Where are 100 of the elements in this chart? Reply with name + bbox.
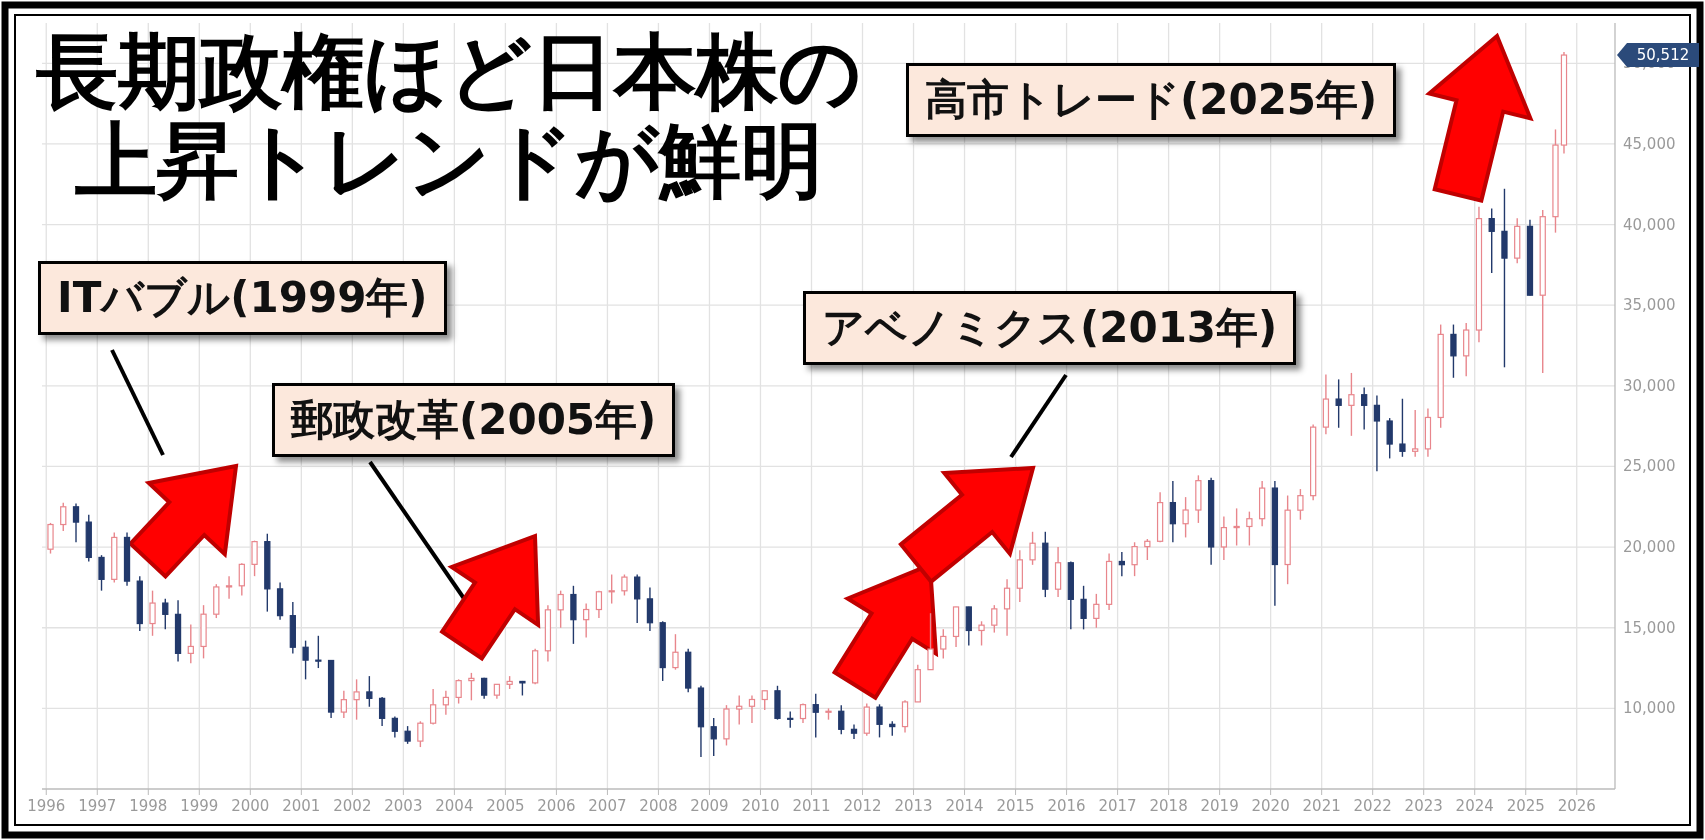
x-tick-label: 2001: [282, 797, 321, 815]
candlestick: [72, 502, 80, 543]
candlestick: [1169, 480, 1177, 543]
x-tick-label: 2008: [639, 797, 678, 815]
candlestick: [761, 689, 768, 711]
candlestick: [1246, 510, 1253, 547]
x-tick-label: 2024: [1455, 797, 1494, 815]
x-tick-label: 2003: [384, 797, 423, 815]
x-tick-label: 2011: [792, 797, 831, 815]
candlestick: [1029, 531, 1036, 566]
candlestick: [429, 688, 437, 726]
candlestick: [991, 604, 998, 634]
candlestick: [391, 715, 399, 739]
candlestick: [1003, 578, 1011, 637]
candlestick: [595, 589, 603, 619]
candlestick: [98, 554, 105, 592]
candlestick: [557, 589, 564, 629]
candlestick: [838, 704, 845, 735]
x-tick-label: 2000: [231, 797, 270, 815]
x-tick-label: 2017: [1098, 797, 1137, 815]
x-tick-label: 2009: [690, 797, 729, 815]
y-tick-label: 35,000: [1623, 296, 1676, 315]
candlestick: [1386, 417, 1393, 460]
x-tick-label: 2012: [843, 797, 882, 815]
candlestick: [583, 602, 590, 639]
candlestick: [850, 723, 858, 740]
candlestick: [366, 675, 373, 708]
candlestick: [1488, 207, 1495, 274]
candlestick: [1080, 585, 1087, 631]
x-tick-label: 2016: [1047, 797, 1086, 815]
annotation: 高市トレード(2025年): [906, 63, 1397, 137]
y-tick-label: 30,000: [1623, 376, 1676, 395]
candlestick: [1144, 538, 1151, 561]
candlestick: [1118, 551, 1125, 577]
candlestick: [238, 562, 245, 597]
candlestick: [455, 678, 462, 705]
y-tick-label: 45,000: [1623, 134, 1676, 153]
candlestick: [1335, 378, 1342, 429]
x-tick-label: 2026: [1557, 797, 1596, 815]
candlestick: [468, 672, 475, 702]
candlestick: [940, 628, 947, 660]
candlestick: [187, 623, 194, 664]
candlestick: [378, 696, 386, 727]
x-tick-label: 2023: [1404, 797, 1443, 815]
candlestick: [302, 639, 309, 681]
y-tick-label: 25,000: [1623, 457, 1676, 476]
candlestick: [621, 573, 628, 597]
candlestick: [1450, 323, 1457, 379]
candlestick: [417, 720, 424, 748]
candlestick: [965, 606, 972, 647]
candlestick: [315, 635, 322, 669]
annotation: ITバブル(1999年): [38, 261, 447, 335]
text: 50,512: [1636, 46, 1690, 65]
x-tick-label: 2025: [1506, 797, 1545, 815]
candlestick: [812, 693, 819, 739]
candlestick: [876, 703, 883, 739]
candlestick: [1220, 515, 1228, 561]
candlestick: [646, 586, 654, 632]
x-tick-label: 1999: [180, 797, 219, 815]
candlestick: [634, 573, 641, 624]
x-tick-label: 1998: [129, 797, 168, 815]
x-tick-label: 2007: [588, 797, 627, 815]
x-tick-label: 2013: [894, 797, 933, 815]
candlestick: [60, 502, 67, 532]
x-tick-label: 2006: [537, 797, 576, 815]
x-tick-label: 2010: [741, 797, 780, 815]
text: 長期政権ほど日本株の上昇トレンドが鮮明: [35, 24, 863, 208]
candlestick: [251, 539, 258, 577]
y-tick-label: 40,000: [1623, 215, 1676, 234]
candlestick: [1399, 398, 1406, 458]
x-tick-label: 2015: [996, 797, 1035, 815]
candlestick: [927, 612, 934, 671]
candlestick: [608, 573, 615, 605]
candlestick: [1412, 409, 1419, 458]
candlestick: [162, 598, 169, 631]
x-tick-label: 2018: [1149, 797, 1188, 815]
candlestick: [1361, 386, 1368, 431]
candlestick: [225, 575, 233, 600]
candlestick: [1093, 593, 1100, 629]
x-tick-label: 2020: [1251, 797, 1290, 815]
candlestick: [1373, 394, 1381, 473]
candlestick: [736, 694, 743, 726]
y-tick-label: 15,000: [1623, 618, 1676, 637]
x-tick-label: 2005: [486, 797, 525, 815]
candlestick: [1233, 507, 1240, 547]
x-tick-label: 1997: [78, 797, 117, 815]
x-tick-label: 1996: [27, 797, 66, 815]
candlestick: [442, 689, 450, 716]
candlestick: [1182, 496, 1189, 539]
annotation: 郵政改革(2005年): [272, 383, 676, 457]
candlestick: [748, 694, 756, 724]
candlestick: [1297, 488, 1304, 521]
x-tick-label: 2004: [435, 797, 474, 815]
candlestick: [1348, 372, 1355, 437]
candlestick: [978, 620, 985, 647]
x-tick-label: 2014: [945, 797, 984, 815]
candlestick: [340, 689, 347, 719]
x-tick-label: 2021: [1302, 797, 1341, 815]
candlestick: [1131, 541, 1138, 577]
y-tick-label: 20,000: [1623, 538, 1676, 557]
